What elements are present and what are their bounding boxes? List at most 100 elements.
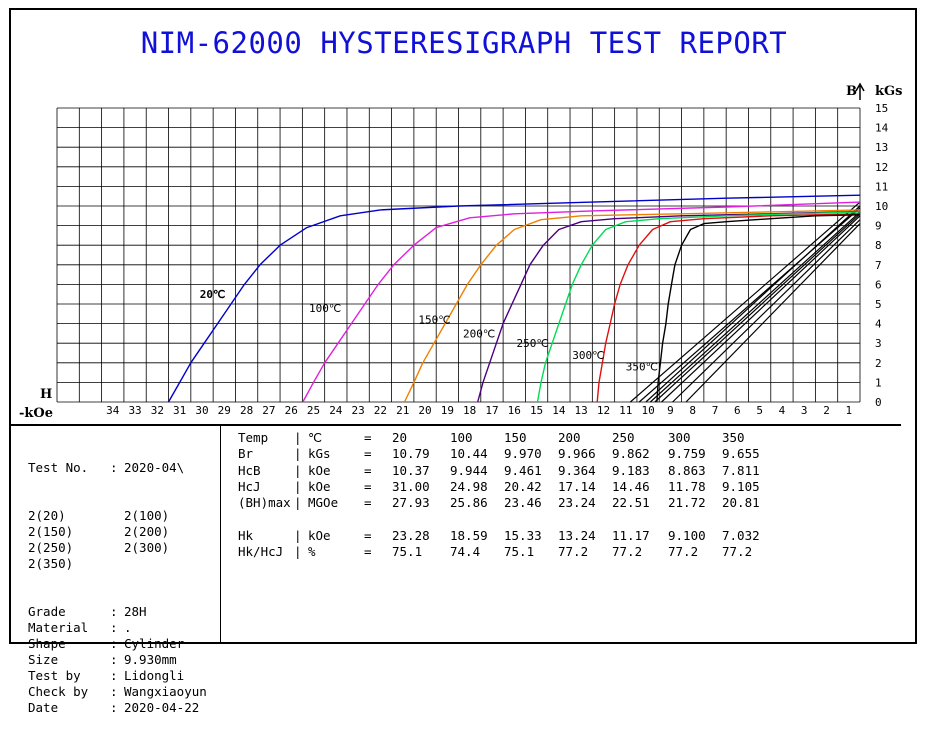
series-label: 350℃	[626, 361, 658, 374]
field-value: 2020-04-22	[124, 700, 200, 715]
result-sep: =	[364, 430, 372, 445]
result-value: 20	[392, 430, 408, 445]
result-value: 9.759	[668, 446, 706, 462]
result-value: 9.862	[612, 446, 650, 462]
x-tick-label: 29	[218, 404, 231, 417]
sub-id: 2(250)	[28, 540, 74, 555]
result-name: HcB	[238, 462, 261, 478]
field-row: Size:9.930mm	[28, 652, 177, 667]
result-value: 250	[612, 430, 635, 445]
result-value: 20.81	[722, 495, 760, 511]
x-tick-label: 20	[418, 404, 431, 417]
field-row: Material:.	[28, 620, 132, 635]
sub-id: 2(150)	[28, 524, 74, 539]
field-row: Grade:28H	[28, 604, 147, 619]
result-value: 350	[722, 430, 745, 445]
result-sep: |	[294, 446, 302, 462]
x-tick-label: 5	[756, 404, 763, 417]
result-value: 27.93	[392, 495, 430, 511]
sample-sub-ids: 2(20) 2(100) 2(150) 2(200) 2(250) 2(300) 2(350…	[28, 508, 207, 572]
result-value: 9.461	[504, 462, 542, 478]
result-value: 14.46	[612, 478, 650, 494]
x-tick-label: 32	[151, 404, 164, 417]
recoil-line	[645, 205, 861, 403]
result-sep: =	[364, 527, 372, 543]
result-value: 7.811	[722, 462, 760, 478]
y-tick-label: 8	[875, 239, 882, 252]
result-value: 9.183	[612, 462, 650, 478]
field-value: Cylinder	[124, 636, 185, 651]
x-tick-label: 24	[329, 404, 343, 417]
result-value: 17.14	[558, 478, 596, 494]
recoil-line	[649, 211, 861, 403]
field-value: 9.930mm	[124, 652, 177, 667]
result-sep: |	[294, 544, 302, 560]
result-value: 25.86	[450, 495, 488, 511]
sub-id-row: 2(250) 2(300)	[28, 540, 207, 556]
series-curve	[403, 209, 861, 403]
sample-info: Test No. : 2020-04\ 2(20) 2(100) 2(150) 2(2…	[28, 428, 207, 732]
result-value: 9.655	[722, 446, 760, 462]
y-tick-label: 2	[875, 357, 882, 370]
field-label: Grade	[28, 604, 66, 619]
result-value: 9.970	[504, 446, 542, 462]
field-label: Shape	[28, 636, 66, 651]
result-name: Br	[238, 446, 254, 462]
chart-ticks: 34 33 32 31 30 29 28 27 26 25 24 23 22 21 20 19 18 17 16 15…	[106, 102, 888, 417]
x-tick-label: 19	[441, 404, 454, 417]
sub-id-row: 2(350)	[28, 556, 207, 572]
test-no-value: 2020-04\	[124, 460, 185, 475]
result-name: Hk	[238, 527, 254, 543]
result-value: 11.78	[668, 478, 706, 494]
field-row: Shape: Cylinder	[28, 636, 185, 651]
result-value: 23.24	[558, 495, 596, 511]
x-tick-label: 18	[463, 404, 476, 417]
result-value: 20.42	[504, 478, 542, 494]
result-value: 9.364	[558, 462, 596, 478]
x-tick-label: 34	[106, 404, 120, 417]
series-label: 250℃	[516, 337, 548, 350]
series-curve	[596, 213, 861, 403]
x-tick-label: 12	[597, 404, 610, 417]
series-curve	[536, 211, 861, 403]
x-tick-label: 1	[846, 404, 853, 417]
result-value: 31.00	[392, 478, 430, 494]
chart-curves	[167, 194, 861, 403]
result-value: 77.2	[722, 544, 753, 560]
result-row	[238, 511, 778, 527]
series-label: 200℃	[463, 327, 495, 340]
result-unit: kOe	[308, 478, 331, 494]
results-table: Temp | ℃ = 20 100 150 200 250 300 350 Br | kGs = 10.79 1…	[238, 430, 778, 560]
x-tick-label: 22	[374, 404, 387, 417]
result-row: (BH)max | MGOe = 27.93 25.86 23.46 23.24 22.51 21…	[238, 495, 778, 511]
x-axis-name: H	[40, 387, 52, 402]
field-row: Check by: Wangxiaoyun	[28, 684, 207, 699]
result-value: 10.44	[450, 446, 488, 462]
sub-id: 2(300)	[124, 540, 170, 555]
result-value: 9.105	[722, 478, 760, 494]
x-tick-label: 25	[307, 404, 320, 417]
result-value: 11.17	[612, 527, 650, 543]
result-value: 100	[450, 430, 473, 445]
result-row: Hk/HcJ |% = 75.1 74.4 75.1 77.2 77.2 77.2 77.2	[238, 544, 778, 560]
section-divider	[11, 424, 901, 426]
x-tick-label: 17	[485, 404, 498, 417]
result-value: 18.59	[450, 527, 488, 543]
x-tick-label: 13	[575, 404, 588, 417]
result-row: HcJ | kOe = 31.00 24.98 20.42 17.14 14.46 11.78 9.…	[238, 479, 778, 495]
result-value: 15.33	[504, 527, 542, 543]
series-curve	[656, 214, 861, 403]
result-unit: kOe	[308, 527, 331, 543]
result-unit: kOe	[308, 462, 331, 478]
result-name: (BH)max	[238, 495, 291, 511]
result-value: 7.032	[722, 527, 760, 543]
y-tick-label: 5	[875, 298, 882, 311]
result-value: 75.1	[504, 544, 535, 560]
result-unit: %	[308, 544, 316, 560]
result-value: 10.79	[392, 446, 430, 462]
recoil-line	[661, 215, 861, 403]
test-no-row: Test No. : 2020-04\	[28, 460, 185, 475]
y-tick-label: 15	[875, 102, 888, 115]
sub-id-row: 2(150) 2(200)	[28, 524, 207, 540]
result-sep: |	[294, 478, 302, 494]
